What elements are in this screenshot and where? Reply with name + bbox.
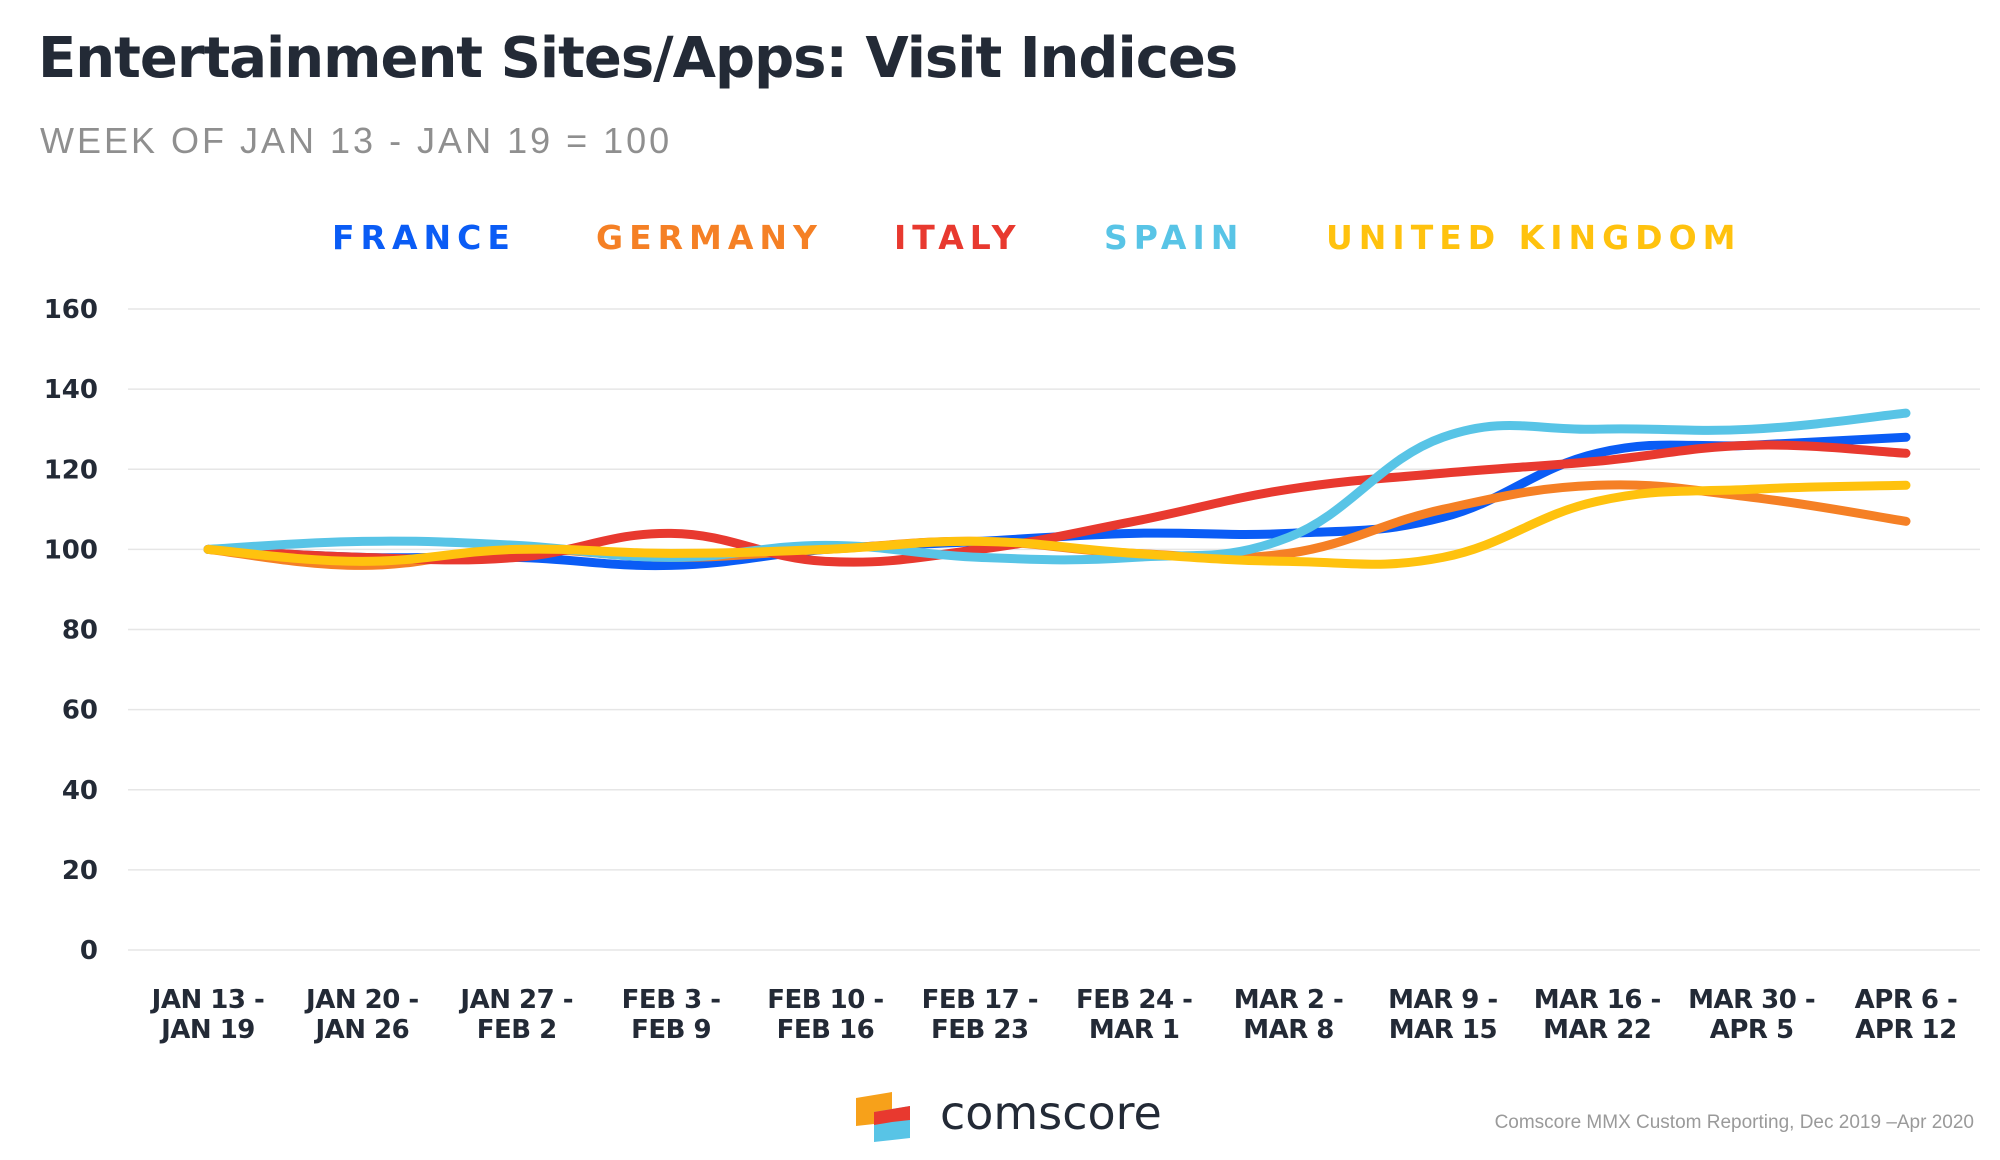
series-line-united-kingdom [203, 480, 1911, 569]
x-tick-label: FEB 24 -MAR 1 [1076, 985, 1192, 1045]
y-tick-label: 160 [44, 295, 98, 325]
gridlines [128, 308, 1980, 951]
x-tick-label: MAR 2 -MAR 8 [1234, 985, 1344, 1045]
chart-title: Entertainment Sites/Apps: Visit Indices [38, 26, 1238, 91]
x-tick-label: FEB 17 -FEB 23 [922, 985, 1038, 1045]
legend-item-united-kingdom: UNITED KINGDOM [1326, 218, 1742, 257]
y-axis-labels: 0 20 40 60 80 100 120 140 160 [44, 295, 98, 966]
y-tick-label: 60 [62, 696, 98, 726]
comscore-wordmark: comscore [940, 1086, 1162, 1140]
x-tick-label: MAR 30 -APR 5 [1688, 985, 1815, 1045]
y-tick-label: 100 [44, 535, 98, 565]
chart-legend: FRANCE GERMANY ITALY SPAIN UNITED KINGDO… [0, 218, 2000, 262]
x-tick-label: JAN 20 -JAN 26 [304, 985, 419, 1045]
series-lines [203, 408, 1911, 571]
y-tick-label: 0 [80, 936, 98, 966]
x-tick-label: FEB 10 -FEB 16 [767, 985, 883, 1045]
comscore-logo-icon [856, 1092, 910, 1142]
y-tick-label: 120 [44, 455, 98, 485]
series-line-spain [203, 408, 1911, 565]
x-tick-label: MAR 9 -MAR 15 [1388, 985, 1498, 1045]
legend-item-germany: GERMANY [596, 218, 823, 257]
legend-item-spain: SPAIN [1104, 218, 1245, 257]
source-note: Comscore MMX Custom Reporting, Dec 2019 … [1494, 1112, 1974, 1133]
x-tick-label: APR 6 -APR 12 [1855, 985, 1958, 1045]
y-tick-label: 20 [62, 856, 98, 886]
y-tick-label: 140 [44, 375, 98, 405]
y-tick-label: 40 [62, 776, 98, 806]
legend-item-italy: ITALY [894, 218, 1022, 257]
x-tick-label: JAN 13 -JAN 19 [150, 985, 265, 1045]
x-tick-label: JAN 27 -FEB 2 [458, 985, 573, 1045]
x-tick-label: MAR 16 -MAR 22 [1534, 985, 1661, 1045]
series-line-italy [203, 440, 1911, 567]
x-tick-label: FEB 3 -FEB 9 [622, 985, 721, 1045]
x-axis-labels: JAN 13 -JAN 19 JAN 20 -JAN 26 JAN 27 -FEB … [150, 985, 1958, 1045]
chart-subtitle: WEEK OF JAN 13 - JAN 19 = 100 [40, 120, 673, 161]
legend-item-france: FRANCE [332, 218, 516, 257]
y-tick-label: 80 [62, 616, 98, 646]
